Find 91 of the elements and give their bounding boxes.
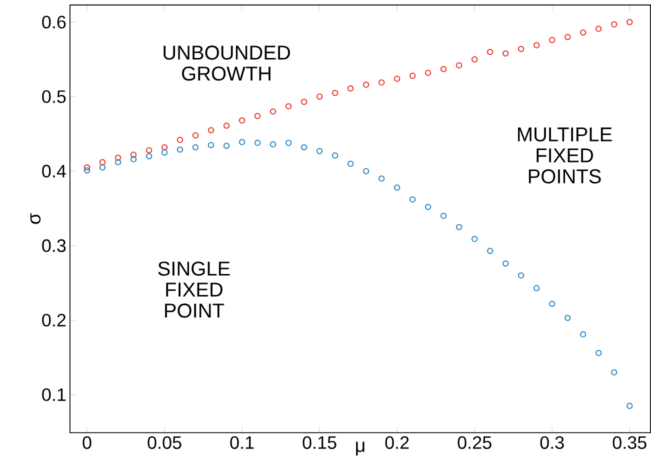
point — [518, 46, 524, 52]
point — [285, 140, 292, 146]
point — [114, 154, 122, 161]
point — [176, 146, 184, 153]
y-tick-label: 0.1 — [42, 388, 66, 402]
point — [362, 168, 370, 174]
point — [114, 159, 122, 166]
point — [332, 90, 338, 96]
point — [99, 159, 106, 166]
point — [192, 132, 199, 139]
point — [362, 82, 370, 88]
point — [99, 164, 106, 171]
y-tick-label: 0.4 — [42, 164, 66, 178]
point — [424, 70, 432, 76]
point — [518, 272, 524, 279]
point — [347, 86, 354, 92]
point — [596, 350, 602, 356]
point — [580, 331, 586, 338]
point — [626, 19, 633, 26]
point — [596, 26, 602, 32]
point — [146, 147, 152, 154]
point — [440, 212, 447, 220]
point — [254, 113, 261, 120]
point — [409, 72, 416, 80]
y-tick-label: 0.3 — [42, 239, 66, 252]
annotation: MULTIPLE FIXED POINTS — [518, 128, 612, 184]
point — [192, 144, 199, 151]
point — [394, 184, 400, 191]
point — [394, 76, 400, 82]
y-axis-title: σ — [30, 213, 41, 224]
point — [440, 66, 447, 72]
point — [84, 164, 90, 171]
point — [316, 94, 323, 100]
point — [564, 34, 571, 40]
point — [456, 62, 462, 69]
point — [409, 196, 416, 203]
x-axis-title: μ — [356, 442, 364, 456]
point — [471, 236, 478, 242]
point — [270, 141, 276, 148]
point — [611, 21, 618, 28]
y-tick-label: 0.2 — [42, 314, 66, 327]
x-tick-label: 0.3 — [540, 436, 564, 450]
point — [424, 204, 432, 210]
y-tick-label: 0.5 — [42, 90, 66, 104]
point — [161, 144, 168, 151]
point — [238, 118, 246, 124]
point — [456, 224, 462, 230]
point — [316, 148, 323, 154]
x-tick-label: 0.15 — [302, 436, 336, 450]
point — [300, 98, 308, 106]
point — [347, 160, 354, 167]
x-tick-label: 0 — [82, 436, 92, 450]
point — [208, 142, 214, 148]
point — [238, 139, 246, 146]
y-tick-label: 0.6 — [42, 16, 66, 29]
point — [502, 50, 509, 57]
point — [378, 80, 385, 86]
point — [626, 402, 633, 410]
point — [549, 300, 556, 308]
point — [378, 176, 385, 182]
x-tick-label: 0.05 — [148, 436, 182, 450]
x-tick-label: 0.2 — [385, 436, 409, 450]
point — [84, 167, 90, 174]
point — [487, 48, 494, 56]
x-tick-label: 0.1 — [230, 436, 254, 450]
annotation: SINGLE FIXED POINT — [158, 262, 230, 318]
point — [161, 150, 168, 156]
point — [471, 56, 478, 63]
point — [611, 369, 618, 376]
point — [285, 103, 292, 110]
point — [549, 37, 556, 44]
point — [223, 122, 230, 129]
point — [176, 136, 184, 144]
point — [534, 42, 540, 48]
point — [300, 144, 308, 151]
point — [254, 140, 261, 146]
point — [146, 153, 152, 160]
point — [580, 30, 586, 36]
annotation: UNBOUNDED GROWTH — [164, 46, 290, 81]
point — [502, 260, 509, 267]
point — [130, 156, 137, 162]
point — [208, 127, 214, 134]
point — [223, 142, 230, 150]
point — [534, 285, 540, 292]
point — [130, 152, 137, 158]
x-tick-label: 0.35 — [612, 436, 646, 450]
point — [487, 248, 494, 254]
point — [564, 315, 571, 322]
x-tick-label: 0.25 — [458, 436, 492, 450]
point — [270, 108, 276, 115]
point — [332, 152, 338, 159]
